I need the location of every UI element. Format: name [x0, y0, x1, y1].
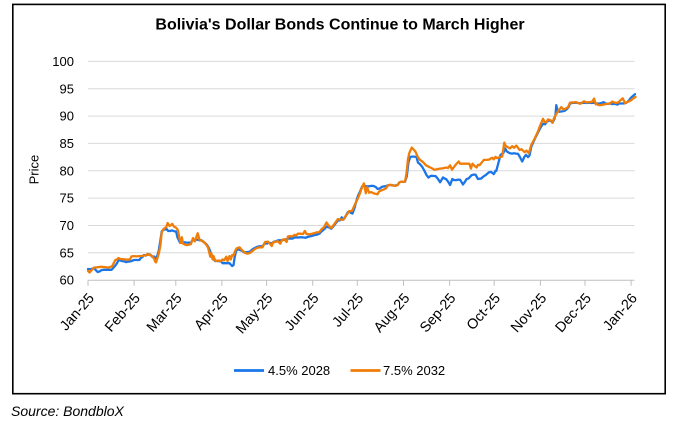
svg-text:90: 90	[60, 109, 74, 124]
svg-text:4.5% 2028: 4.5% 2028	[268, 363, 330, 378]
svg-text:Price: Price	[27, 155, 42, 185]
svg-text:85: 85	[60, 136, 74, 151]
svg-text:70: 70	[60, 218, 74, 233]
svg-text:60: 60	[60, 273, 74, 288]
svg-text:95: 95	[60, 81, 74, 96]
svg-text:75: 75	[60, 191, 74, 206]
svg-text:65: 65	[60, 245, 74, 260]
svg-text:80: 80	[60, 163, 74, 178]
svg-text:100: 100	[52, 54, 74, 69]
svg-text:Bolivia's Dollar Bonds Continu: Bolivia's Dollar Bonds Continue to March…	[155, 17, 524, 34]
svg-text:7.5% 2032: 7.5% 2032	[383, 363, 445, 378]
